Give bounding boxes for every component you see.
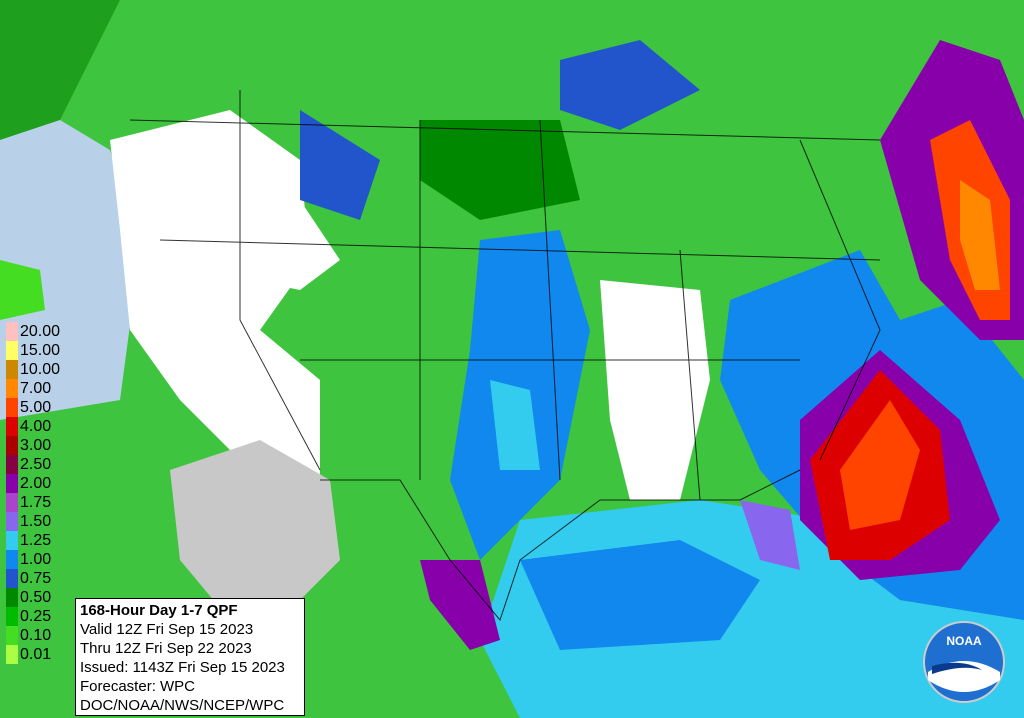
legend-label: 7.00: [20, 380, 52, 397]
noaa-emblem: [923, 621, 1005, 703]
legend-row: 7.00: [4, 379, 78, 398]
legend-label: 20.00: [20, 323, 61, 340]
legend-row: 10.00: [4, 360, 78, 379]
legend-swatch: [6, 588, 18, 607]
legend-label: 2.50: [20, 456, 52, 473]
info-line: DOC/NOAA/NWS/NCEP/WPC: [80, 697, 285, 714]
legend-row: 15.00: [4, 341, 78, 360]
legend-label: 1.50: [20, 513, 52, 530]
legend-label: 1.75: [20, 494, 52, 511]
legend-swatch: [6, 607, 18, 626]
legend-row: 1.75: [4, 493, 78, 512]
legend-swatch: [6, 455, 18, 474]
legend-row: 5.00: [4, 398, 78, 417]
legend-label: 0.50: [20, 589, 52, 606]
legend-row: 0.50: [4, 588, 78, 607]
legend-swatch: [6, 626, 18, 645]
legend-swatch: [6, 360, 18, 379]
legend-row: 3.00: [4, 436, 78, 455]
info-box: 168-Hour Day 1-7 QPF Valid 12Z Fri Sep 1…: [75, 598, 305, 716]
info-line: Valid 12Z Fri Sep 15 2023: [80, 621, 254, 638]
legend-row: 20.00: [4, 322, 78, 341]
legend-label: 1.25: [20, 532, 52, 549]
legend-swatch: [6, 341, 18, 360]
legend-row: 1.50: [4, 512, 78, 531]
legend-label: 5.00: [20, 399, 52, 416]
legend-swatch: [6, 531, 18, 550]
noaa-logo: NOAA: [922, 620, 1006, 704]
noaa-text: NOAA: [946, 634, 982, 648]
legend-label: 1.00: [20, 551, 52, 568]
legend-label: 0.10: [20, 627, 52, 644]
legend-swatch: [6, 436, 18, 455]
legend-swatch: [6, 550, 18, 569]
legend-swatch: [6, 322, 18, 341]
info-line: Forecaster: WPC: [80, 678, 196, 695]
legend-row: 0.75: [4, 569, 78, 588]
legend-row: 1.00: [4, 550, 78, 569]
legend-row: 2.00: [4, 474, 78, 493]
legend-row: 0.01: [4, 645, 78, 664]
legend-label: 0.75: [20, 570, 52, 587]
legend-label: 0.25: [20, 608, 52, 625]
legend-label: 10.00: [20, 361, 61, 378]
legend-row: 0.25: [4, 607, 78, 626]
legend-swatch: [6, 398, 18, 417]
legend-swatch: [6, 493, 18, 512]
legend-label: 3.00: [20, 437, 52, 454]
legend-label: 0.01: [20, 646, 52, 663]
legend-row: 1.25: [4, 531, 78, 550]
info-line: Issued: 1143Z Fri Sep 15 2023: [80, 659, 285, 676]
legend-swatch: [6, 379, 18, 398]
legend-swatch: [6, 512, 18, 531]
legend-row: 0.10: [4, 626, 78, 645]
legend-label: 4.00: [20, 418, 52, 435]
legend-row: 4.00: [4, 417, 78, 436]
legend-swatch: [6, 569, 18, 588]
info-line: Thru 12Z Fri Sep 22 2023: [80, 640, 252, 657]
legend-swatch: [6, 474, 18, 493]
legend-swatch: [6, 645, 18, 664]
legend-row: 2.50: [4, 455, 78, 474]
info-title: 168-Hour Day 1-7 QPF: [80, 602, 238, 619]
legend: 20.00 15.00 10.00 7.00 5.00 4.00 3.00 2.50 2.00 1…: [4, 322, 78, 664]
legend-label: 15.00: [20, 342, 61, 359]
legend-label: 2.00: [20, 475, 52, 492]
legend-swatch: [6, 417, 18, 436]
